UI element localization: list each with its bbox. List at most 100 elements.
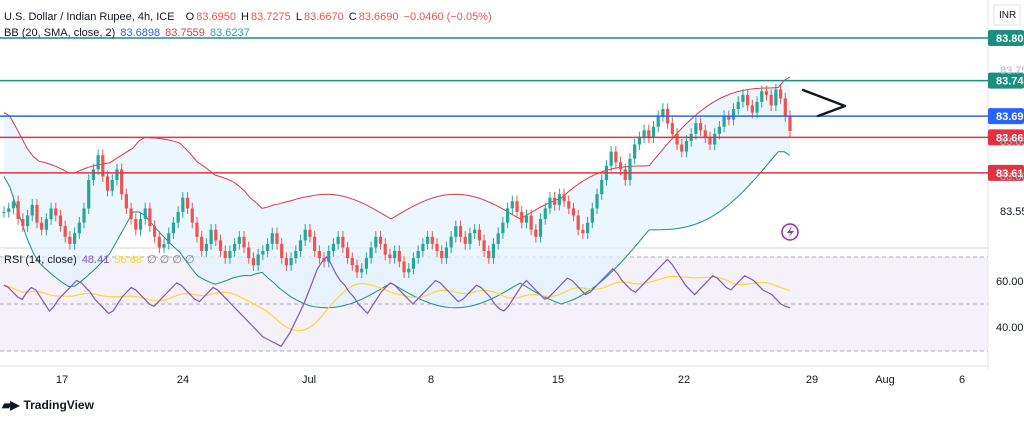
candle-body — [487, 251, 491, 259]
candle-body — [393, 251, 397, 259]
candle-body — [755, 101, 759, 113]
candle-body — [87, 180, 91, 209]
candle-body — [218, 240, 223, 251]
candle-body — [298, 240, 303, 251]
candle-body — [388, 254, 392, 259]
time-axis-label: 17 — [56, 374, 68, 386]
candle-body — [477, 229, 481, 241]
candle-body — [713, 133, 717, 145]
time-axis-label: 15 — [552, 374, 564, 386]
price-axis-label-faded: 83.60 — [1000, 171, 1024, 183]
candle-body — [200, 236, 204, 251]
candle-body — [21, 219, 25, 227]
high-value: 83.7275 — [251, 11, 291, 23]
candle-body — [289, 258, 293, 266]
candle-body — [656, 116, 660, 127]
candle-body — [49, 208, 53, 220]
candle-body — [473, 229, 477, 234]
candle-body — [618, 162, 623, 170]
currency-box[interactable] — [993, 4, 1021, 26]
symbol-title: U.S. Dollar / Indian Rupee, 4h, ICE — [4, 11, 175, 23]
candle-body — [778, 89, 783, 99]
candle-body — [369, 247, 373, 259]
candle-body — [44, 219, 48, 230]
candle-body — [308, 229, 312, 237]
candles — [2, 83, 792, 278]
candle-body — [529, 215, 533, 230]
time-axis-label: 6 — [959, 374, 965, 386]
candle-body — [275, 233, 279, 244]
candle-body — [416, 251, 420, 259]
candle-body — [115, 169, 119, 180]
candle-body — [16, 201, 20, 220]
candle-body — [538, 219, 543, 237]
candle-body — [350, 258, 354, 266]
candle-body — [435, 243, 439, 251]
change-value: −0.0460 (−0.05%) — [403, 11, 492, 23]
candle-body — [153, 226, 157, 237]
candle-body — [501, 222, 505, 234]
candle-body — [261, 251, 265, 255]
rsi-lines — [3, 256, 791, 348]
open-label: O — [185, 11, 195, 23]
candle-body — [383, 243, 387, 255]
candle-body — [397, 251, 401, 262]
candle-body — [270, 233, 274, 244]
candle-body — [402, 261, 406, 273]
candle-body — [242, 236, 246, 248]
time-axis-label: 8 — [428, 374, 434, 386]
candle-body — [105, 176, 110, 191]
candle-body — [195, 222, 199, 237]
candle-body — [162, 243, 166, 248]
candle-body — [670, 123, 674, 134]
candle-body — [661, 109, 665, 117]
brand-name: TradingView — [23, 398, 94, 412]
candle-body — [708, 137, 712, 145]
candle-body — [736, 101, 740, 109]
candle-body — [458, 226, 463, 237]
candle-body — [101, 155, 105, 177]
candle-body — [454, 226, 458, 237]
bb-lower-line — [3, 151, 791, 309]
candle-body — [595, 194, 599, 209]
candle-body — [515, 201, 519, 212]
candle-body — [506, 208, 510, 223]
candle-body — [247, 247, 251, 259]
candle-body — [642, 130, 646, 138]
candle-body — [510, 201, 514, 209]
level-tag — [988, 72, 1024, 89]
candle-body — [209, 229, 213, 244]
candle-body — [741, 94, 745, 102]
level-label: 83.61 — [996, 168, 1024, 180]
time-axis-label: 24 — [177, 374, 189, 386]
horizontal-levels[interactable]: 83.80 83.74 83.69 83.66 83.61 — [0, 30, 1024, 181]
candle-body — [698, 123, 703, 131]
candle-body — [463, 236, 467, 244]
candle-body — [68, 236, 72, 244]
bb-mid-value: 83.6898 — [120, 27, 161, 39]
high-label: H — [241, 11, 249, 23]
candle-body — [647, 130, 651, 138]
rsi-axis-label: 40.00 — [996, 322, 1024, 334]
candle-body — [468, 233, 472, 244]
rsi-line — [3, 256, 791, 348]
candle-body — [251, 258, 256, 266]
candle-body — [628, 158, 632, 180]
candle-body — [746, 94, 750, 106]
candle-body — [764, 91, 769, 95]
candle-body — [496, 233, 500, 244]
candle-body — [411, 258, 416, 269]
lightning-icon[interactable] — [781, 223, 799, 241]
level-tag — [988, 108, 1024, 125]
candle-body — [783, 98, 787, 117]
candle-body — [72, 233, 77, 244]
candle-body — [167, 233, 171, 244]
candle-body — [54, 208, 58, 216]
candle-body — [303, 229, 307, 241]
candle-body — [214, 229, 218, 241]
candle-body — [77, 222, 81, 234]
level-label: 83.66 — [996, 132, 1024, 144]
candle-body — [327, 251, 331, 262]
candle-body — [600, 180, 604, 195]
